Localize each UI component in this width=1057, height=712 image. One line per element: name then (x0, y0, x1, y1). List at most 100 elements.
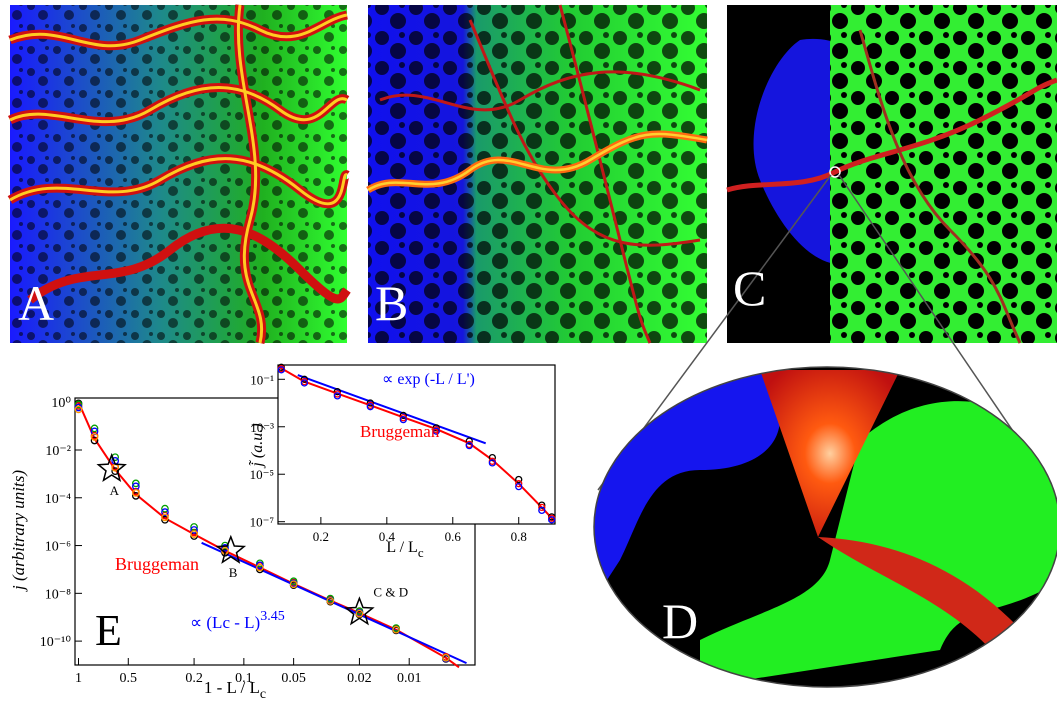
data-point (515, 482, 523, 491)
data-point (300, 379, 309, 387)
data-point (333, 388, 342, 396)
data-point (399, 411, 407, 420)
y-tick-label: 10⁻² (45, 444, 71, 459)
plot-area (277, 363, 556, 524)
panel-label: D (662, 593, 698, 649)
data-point (548, 516, 556, 524)
x-tick-label: 1 (75, 671, 82, 686)
y-tick-label: 10⁻³ (250, 420, 274, 435)
y-tick-label: 10⁻⁷ (250, 515, 274, 530)
data-point (90, 427, 99, 436)
x-tick-label: 0.05 (281, 671, 306, 686)
fit-line (277, 365, 556, 523)
data-point (90, 433, 99, 441)
data-point (289, 577, 298, 586)
x-tick-label: 0.2 (313, 529, 329, 544)
data-point (465, 437, 473, 445)
data-point (131, 489, 140, 497)
data-point (442, 653, 450, 662)
data-point (131, 492, 140, 500)
data-point (256, 563, 264, 572)
data-point (538, 501, 546, 509)
data-point (161, 515, 169, 524)
data-point (333, 392, 342, 400)
state-marker (215, 534, 247, 564)
x-axis-label-subscript: c (260, 687, 266, 702)
x-axis-label-text: 1 - L / L (204, 678, 260, 697)
line-label: Bruggeman (360, 422, 440, 441)
data-point (131, 479, 140, 488)
panel-label: C (733, 260, 766, 316)
data-point (161, 508, 169, 517)
data-point (190, 523, 198, 531)
plot-frame (277, 364, 556, 525)
line-annotation: ∝ (Lc - L)3.45 (190, 609, 285, 632)
x-tick-label: 0.1 (235, 671, 253, 686)
data-point (366, 399, 374, 407)
x-tick-label: 0.8 (511, 529, 527, 544)
data-point (74, 400, 83, 409)
panel-label: B (375, 275, 408, 331)
fit-line (201, 541, 467, 665)
annotation-superscript: 3.45 (260, 609, 285, 624)
annotation-text: ∝ exp (-L / L') (382, 371, 475, 388)
data-point (289, 580, 298, 589)
data-point (392, 625, 400, 634)
data-point (366, 403, 374, 411)
data-point (432, 427, 440, 435)
data-point (90, 436, 99, 445)
x-tick-label: 0.02 (347, 671, 372, 686)
state-marker (344, 596, 375, 626)
annotation-text: ∝ (Lc - L) (190, 613, 260, 632)
y-axis-label: j̃ (a.u.) (248, 423, 266, 468)
data-point (515, 475, 523, 484)
data-point (488, 453, 496, 462)
data-point (465, 442, 473, 450)
y-axis-label: j (arbitrary units) (9, 470, 28, 592)
x-tick-label: 0.5 (120, 671, 138, 686)
data-point (111, 467, 120, 476)
data-point (488, 459, 496, 467)
data-point (90, 424, 99, 433)
state-marker-label: A (110, 483, 120, 498)
panel-a-image (7, 4, 351, 345)
data-point (74, 405, 83, 414)
data-point (190, 530, 198, 539)
y-tick-label: 10⁻⁴ (45, 492, 71, 507)
data-point (256, 561, 264, 570)
fit-line (297, 374, 487, 445)
data-point (538, 503, 546, 512)
panel-label: E (95, 606, 122, 655)
data-point (399, 415, 407, 424)
panel-b-image (366, 4, 708, 344)
y-tick-label: 10⁻⁶ (45, 540, 71, 555)
x-axis-label-subscript: c (418, 545, 424, 560)
y-tick-label: 10⁻¹⁰ (40, 635, 72, 650)
data-point (221, 544, 229, 552)
x-axis-label-text: L / L (386, 539, 417, 556)
x-axis-label: 1 - L / Lc (204, 678, 266, 702)
panel-d-border (593, 366, 1057, 688)
x-tick-label: 0.2 (185, 671, 203, 686)
panel-label: A (18, 275, 54, 331)
x-tick-label: 0.01 (397, 671, 422, 686)
state-marker (96, 452, 127, 482)
state-marker-label: B (229, 565, 238, 580)
state-marker-label: C & D (373, 584, 408, 599)
line-annotation: ∝ exp (-L / L') (382, 371, 475, 388)
data-point (515, 480, 523, 488)
panel-c-image (726, 5, 1057, 344)
y-tick-label: 10⁰ (51, 396, 71, 411)
x-tick-label: 0.6 (445, 529, 462, 544)
data-point (326, 597, 335, 605)
data-point (277, 366, 285, 374)
x-axis-label: L / Lc (386, 539, 423, 560)
y-tick-label: 10⁻⁸ (45, 587, 71, 602)
data-point (190, 526, 198, 534)
data-point (161, 504, 169, 513)
data-point (300, 375, 309, 383)
y-tick-label: 10⁻¹ (250, 372, 274, 387)
data-point (538, 506, 546, 515)
